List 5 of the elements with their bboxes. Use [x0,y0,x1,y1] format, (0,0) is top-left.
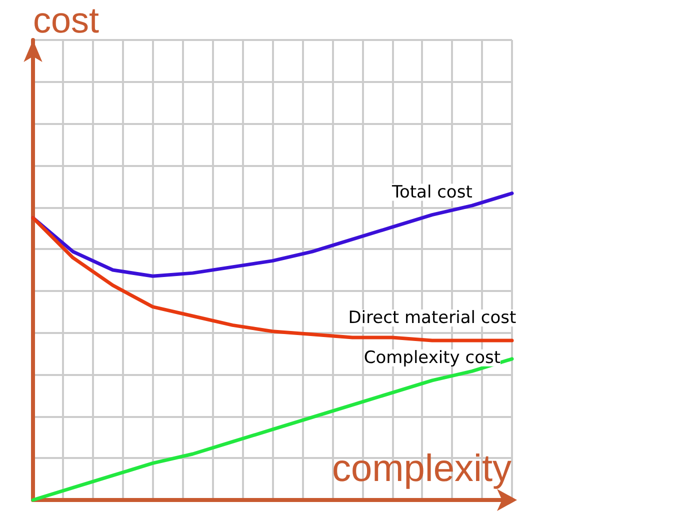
series-label: Complexity cost [364,348,501,368]
x-axis-title: complexity [332,448,512,490]
series-label: Direct material cost [348,308,516,328]
series-label: Total cost [390,182,473,202]
y-axis-title: cost [33,0,100,40]
